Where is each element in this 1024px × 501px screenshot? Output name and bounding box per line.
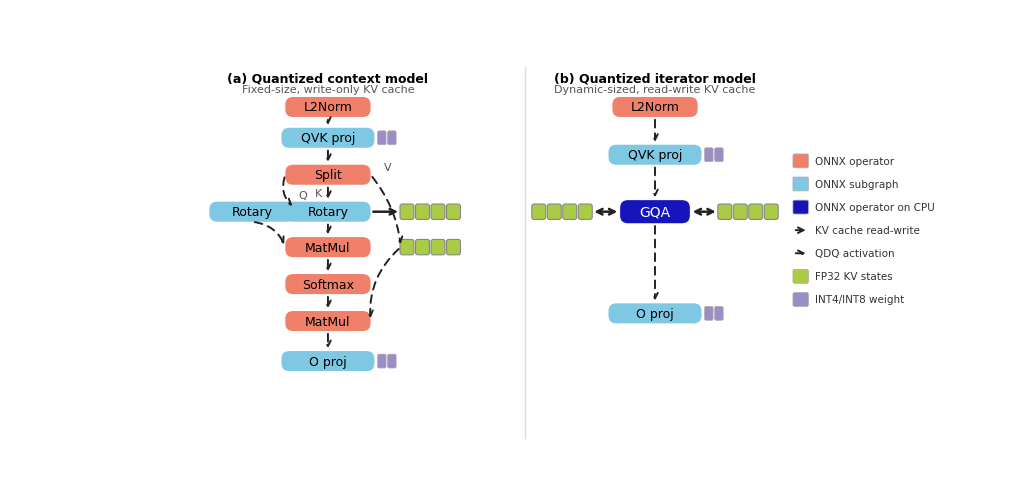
Text: MatMul: MatMul bbox=[305, 315, 350, 328]
Text: (a) Quantized context model: (a) Quantized context model bbox=[227, 72, 428, 85]
Text: Fixed-size, write-only KV cache: Fixed-size, write-only KV cache bbox=[242, 85, 415, 95]
FancyBboxPatch shape bbox=[705, 307, 713, 321]
Text: ONNX subgraph: ONNX subgraph bbox=[815, 180, 898, 189]
FancyBboxPatch shape bbox=[400, 240, 414, 256]
FancyBboxPatch shape bbox=[612, 98, 697, 118]
Text: ONNX operator: ONNX operator bbox=[815, 157, 894, 166]
Text: Dynamic-sized, read-write KV cache: Dynamic-sized, read-write KV cache bbox=[554, 85, 756, 95]
Text: L2Norm: L2Norm bbox=[303, 101, 352, 114]
Text: O proj: O proj bbox=[636, 307, 674, 320]
FancyBboxPatch shape bbox=[388, 354, 396, 368]
Text: GQA: GQA bbox=[639, 205, 671, 219]
FancyBboxPatch shape bbox=[431, 240, 445, 256]
FancyBboxPatch shape bbox=[378, 132, 386, 145]
Text: Split: Split bbox=[314, 169, 342, 182]
FancyBboxPatch shape bbox=[715, 307, 723, 321]
Text: MatMul: MatMul bbox=[305, 241, 350, 254]
FancyBboxPatch shape bbox=[579, 204, 592, 220]
FancyBboxPatch shape bbox=[793, 293, 809, 307]
FancyBboxPatch shape bbox=[764, 204, 778, 220]
FancyBboxPatch shape bbox=[286, 275, 371, 295]
FancyBboxPatch shape bbox=[793, 178, 809, 191]
Text: KV cache read-write: KV cache read-write bbox=[815, 226, 920, 235]
FancyBboxPatch shape bbox=[793, 201, 809, 214]
FancyBboxPatch shape bbox=[400, 204, 414, 220]
FancyBboxPatch shape bbox=[286, 98, 371, 118]
FancyBboxPatch shape bbox=[705, 148, 713, 162]
FancyBboxPatch shape bbox=[416, 204, 429, 220]
Text: INT4/INT8 weight: INT4/INT8 weight bbox=[815, 295, 904, 305]
FancyBboxPatch shape bbox=[718, 204, 732, 220]
FancyBboxPatch shape bbox=[608, 145, 701, 165]
Text: O proj: O proj bbox=[309, 355, 347, 368]
FancyBboxPatch shape bbox=[431, 204, 445, 220]
FancyBboxPatch shape bbox=[286, 165, 371, 185]
Text: L2Norm: L2Norm bbox=[631, 101, 680, 114]
FancyBboxPatch shape bbox=[621, 201, 690, 224]
FancyBboxPatch shape bbox=[286, 312, 371, 331]
FancyBboxPatch shape bbox=[282, 129, 375, 148]
FancyBboxPatch shape bbox=[446, 204, 461, 220]
FancyBboxPatch shape bbox=[446, 240, 461, 256]
FancyBboxPatch shape bbox=[286, 237, 371, 258]
FancyBboxPatch shape bbox=[378, 354, 386, 368]
FancyBboxPatch shape bbox=[282, 351, 375, 371]
FancyBboxPatch shape bbox=[715, 148, 723, 162]
Text: ONNX operator on CPU: ONNX operator on CPU bbox=[815, 203, 934, 212]
Text: V: V bbox=[384, 163, 391, 173]
Text: Rotary: Rotary bbox=[231, 206, 272, 219]
FancyBboxPatch shape bbox=[733, 204, 748, 220]
Text: QVK proj: QVK proj bbox=[301, 132, 355, 145]
Text: Softmax: Softmax bbox=[302, 278, 354, 291]
FancyBboxPatch shape bbox=[793, 270, 809, 284]
Text: FP32 KV states: FP32 KV states bbox=[815, 272, 892, 282]
FancyBboxPatch shape bbox=[388, 132, 396, 145]
Text: K: K bbox=[315, 189, 323, 199]
FancyBboxPatch shape bbox=[209, 202, 295, 222]
FancyBboxPatch shape bbox=[749, 204, 763, 220]
FancyBboxPatch shape bbox=[286, 202, 371, 222]
FancyBboxPatch shape bbox=[531, 204, 546, 220]
Text: Rotary: Rotary bbox=[307, 206, 348, 219]
FancyBboxPatch shape bbox=[416, 240, 429, 256]
FancyBboxPatch shape bbox=[563, 204, 577, 220]
FancyBboxPatch shape bbox=[793, 155, 809, 168]
FancyBboxPatch shape bbox=[547, 204, 561, 220]
Text: (b) Quantized iterator model: (b) Quantized iterator model bbox=[554, 72, 756, 85]
Text: QDQ activation: QDQ activation bbox=[815, 249, 894, 259]
Text: QVK proj: QVK proj bbox=[628, 149, 682, 162]
Text: Q: Q bbox=[298, 190, 307, 200]
FancyBboxPatch shape bbox=[608, 304, 701, 324]
